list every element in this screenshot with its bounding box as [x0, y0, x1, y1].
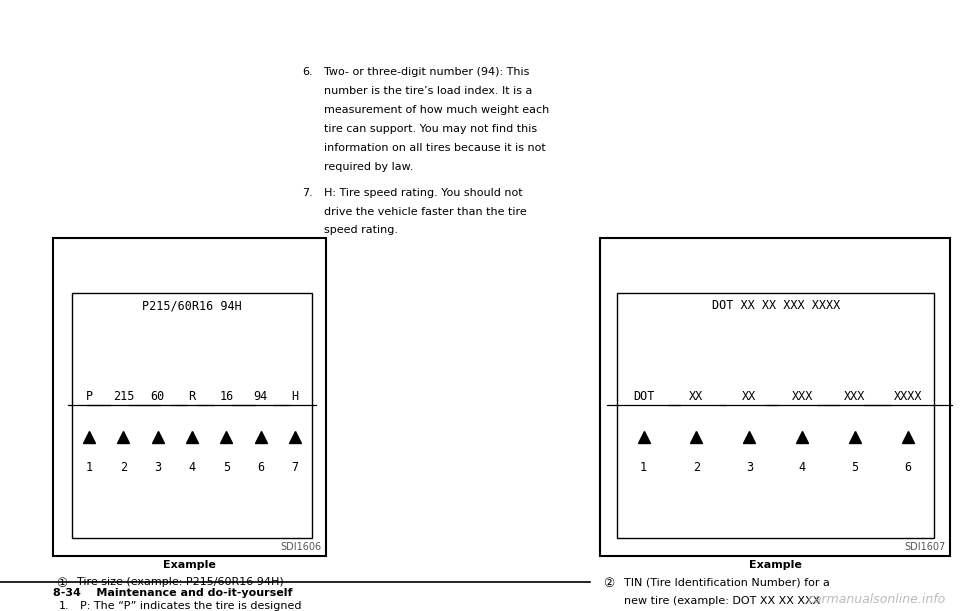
Text: H: Tire speed rating. You should not: H: Tire speed rating. You should not — [324, 188, 523, 197]
Text: 1: 1 — [85, 461, 93, 474]
Text: new tire (example: DOT XX XX XXX: new tire (example: DOT XX XX XXX — [624, 596, 820, 606]
Text: 4: 4 — [799, 461, 805, 474]
Text: 4: 4 — [188, 461, 196, 474]
Text: carmanualsonline.info: carmanualsonline.info — [807, 593, 946, 606]
Text: XXXX: XXXX — [894, 390, 922, 403]
Text: tire can support. You may not find this: tire can support. You may not find this — [324, 124, 538, 134]
Text: DOT XX XX XXX XXXX: DOT XX XX XXX XXXX — [711, 299, 840, 312]
Text: R: R — [188, 390, 196, 403]
Text: P: The “P” indicates the tire is designed: P: The “P” indicates the tire is designe… — [80, 601, 301, 610]
Text: TIN (Tire Identification Number) for a: TIN (Tire Identification Number) for a — [624, 577, 829, 587]
Text: H: H — [291, 390, 299, 403]
Text: information on all tires because it is not: information on all tires because it is n… — [324, 143, 546, 153]
Bar — [600, 238, 950, 556]
Text: speed rating.: speed rating. — [324, 225, 398, 235]
Text: required by law.: required by law. — [324, 162, 414, 172]
Text: Example: Example — [749, 560, 802, 570]
Text: XX: XX — [742, 390, 756, 403]
Text: 6: 6 — [257, 461, 264, 474]
Text: 2: 2 — [693, 461, 700, 474]
Text: Two- or three-digit number (94): This: Two- or three-digit number (94): This — [324, 67, 530, 77]
Text: 215: 215 — [112, 390, 134, 403]
Text: 16: 16 — [219, 390, 233, 403]
Text: DOT: DOT — [633, 390, 655, 403]
Bar — [53, 238, 326, 556]
Text: SDI1607: SDI1607 — [904, 542, 946, 552]
Text: P215/60R16 94H: P215/60R16 94H — [142, 299, 242, 312]
Text: XXX: XXX — [844, 390, 866, 403]
Text: 7: 7 — [291, 461, 299, 474]
Text: 5: 5 — [852, 461, 858, 474]
Bar — [617, 293, 934, 538]
Text: Example: Example — [163, 560, 216, 570]
Text: 60: 60 — [151, 390, 165, 403]
Text: 1.: 1. — [59, 601, 69, 610]
Text: SDI1606: SDI1606 — [280, 542, 322, 552]
Bar — [72, 293, 312, 538]
Text: P: P — [85, 390, 93, 403]
Text: Tire size (example: P215/60R16 94H): Tire size (example: P215/60R16 94H) — [77, 577, 283, 587]
Text: 6: 6 — [904, 461, 911, 474]
Text: 7.: 7. — [302, 188, 313, 197]
Text: 1: 1 — [640, 461, 647, 474]
Text: ①: ① — [56, 577, 67, 590]
Text: 5: 5 — [223, 461, 229, 474]
Text: drive the vehicle faster than the tire: drive the vehicle faster than the tire — [324, 207, 527, 216]
Text: 3: 3 — [155, 461, 161, 474]
Text: XX: XX — [689, 390, 704, 403]
Text: 8-34    Maintenance and do-it-yourself: 8-34 Maintenance and do-it-yourself — [53, 588, 292, 598]
Text: 94: 94 — [253, 390, 268, 403]
Text: 3: 3 — [746, 461, 753, 474]
Text: 2: 2 — [120, 461, 127, 474]
Text: measurement of how much weight each: measurement of how much weight each — [324, 105, 550, 115]
Text: 6.: 6. — [302, 67, 313, 77]
Text: ②: ② — [603, 577, 614, 590]
Text: XXX: XXX — [791, 390, 813, 403]
Text: number is the tire’s load index. It is a: number is the tire’s load index. It is a — [324, 86, 533, 96]
